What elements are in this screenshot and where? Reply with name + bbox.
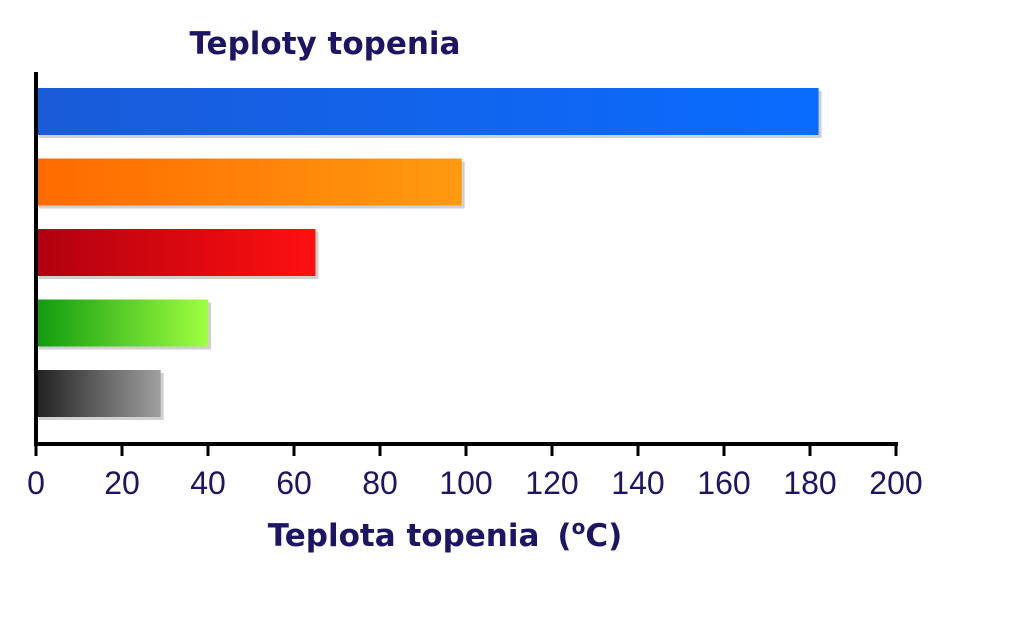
bar	[36, 88, 819, 135]
bar	[36, 229, 316, 276]
x-tick-label: 200	[869, 465, 922, 501]
x-ticks: 0 20 40 60 80 100 120 140 160 180 200	[27, 444, 923, 501]
bar	[36, 370, 161, 417]
x-axis-label-unit-super: o	[572, 515, 586, 539]
x-tick-label: 100	[439, 465, 492, 501]
x-tick-label: 80	[362, 465, 398, 501]
x-axis-label-unit-rest: C)	[585, 518, 622, 554]
chart-title: Teploty topenia	[190, 26, 461, 62]
x-axis-label-main: Teplota topenia	[268, 518, 540, 554]
x-tick-label: 40	[190, 465, 226, 501]
x-tick-label: 60	[276, 465, 312, 501]
x-tick-label: 160	[697, 465, 750, 501]
x-tick-label: 140	[611, 465, 664, 501]
bar	[36, 158, 462, 206]
x-tick-label: 120	[525, 465, 578, 501]
x-tick-label: 20	[104, 465, 140, 501]
x-axis-label-unit-open: (	[557, 518, 571, 554]
x-tick-label: 0	[27, 465, 45, 501]
x-axis-label: Teplota topenia (oC)	[268, 515, 623, 554]
x-tick-label: 180	[783, 465, 836, 501]
bar	[36, 299, 208, 347]
bars-layer	[36, 88, 822, 420]
